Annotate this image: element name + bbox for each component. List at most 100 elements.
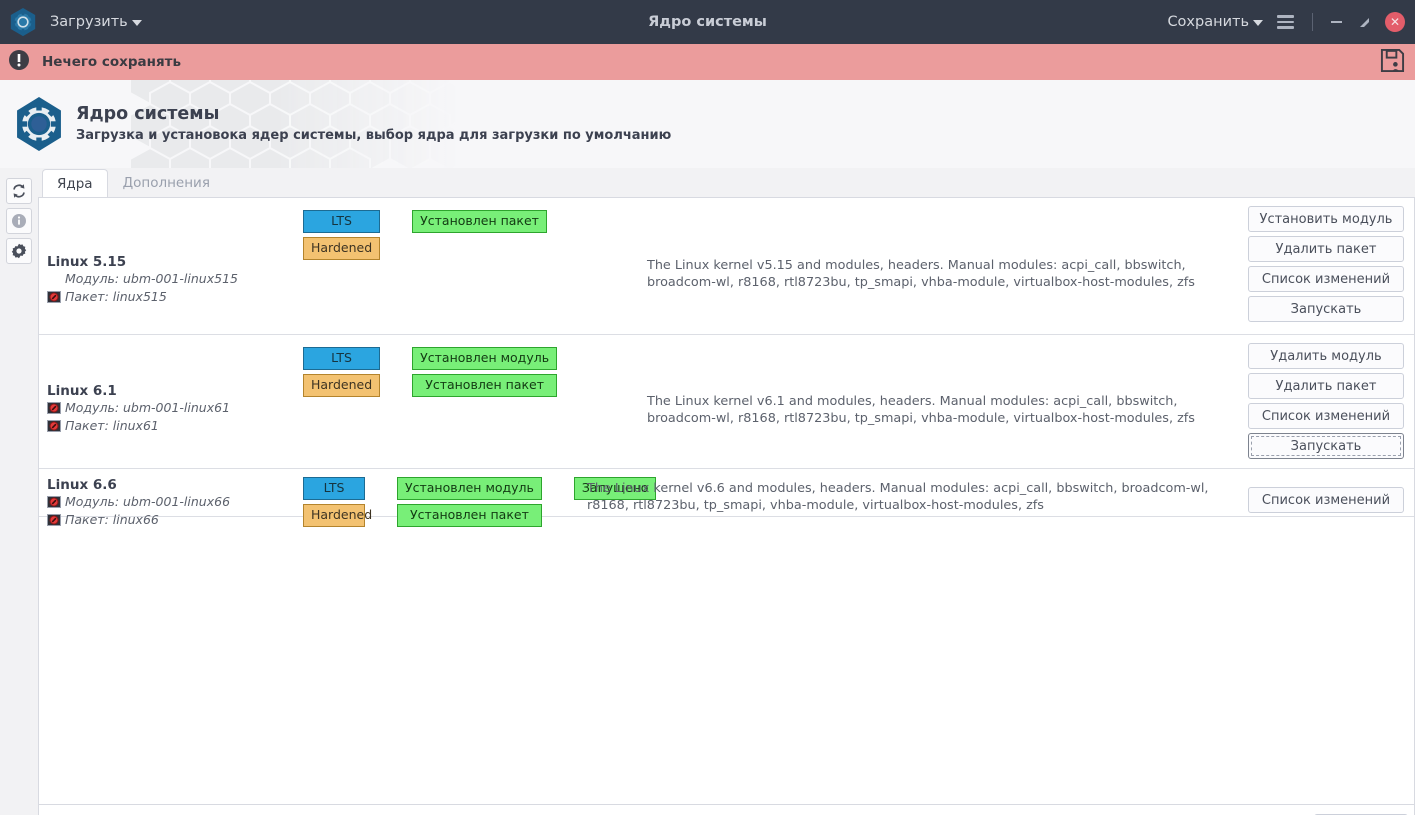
chevron-down-icon bbox=[1253, 20, 1263, 26]
kernel-package-label: Пакет: linux66 bbox=[65, 511, 159, 527]
load-menu-label: Загрузить bbox=[50, 14, 128, 30]
kernel-info: Linux 5.15 Модуль: ubm-001-linux515 bbox=[47, 206, 303, 306]
remove-module-button[interactable]: Удалить модуль bbox=[1248, 343, 1404, 369]
chevron-down-icon bbox=[131, 20, 142, 26]
page-title: Ядро системы bbox=[76, 104, 220, 125]
status-badge: Hardened bbox=[303, 503, 372, 527]
main-body: Ядра Дополнения Linux 5.15 Модуль: ubm-0… bbox=[0, 168, 1415, 815]
remove-package-button[interactable]: Удалить пакет bbox=[1248, 373, 1404, 399]
kernel-description: The Linux kernel v5.15 and modules, head… bbox=[647, 258, 1195, 290]
tab-extras[interactable]: Дополнения bbox=[108, 168, 225, 197]
kernel-actions: Установить модуль Удалить пакет Список и… bbox=[1248, 206, 1404, 322]
button-label: Запускать bbox=[1290, 438, 1362, 454]
kernel-name: Linux 6.1 bbox=[47, 383, 117, 399]
content-area: Ядра Дополнения Linux 5.15 Модуль: ubm-0… bbox=[38, 168, 1415, 815]
tab-kernels-label: Ядра bbox=[57, 175, 93, 192]
kernel-module-label: Модуль: ubm-001-linux66 bbox=[65, 494, 231, 509]
kernel-package-line: Пакет: linux515 bbox=[47, 288, 303, 306]
save-menu-button[interactable]: Сохранить bbox=[1163, 11, 1267, 33]
table-row[interactable]: Linux 5.15 Модуль: ubm-001-linux515 bbox=[39, 198, 1414, 335]
close-icon[interactable]: ✕ bbox=[1385, 12, 1405, 32]
status-badge: LTS bbox=[303, 210, 381, 233]
status-badge: LTS bbox=[303, 347, 381, 370]
kernel-badges: LTS Установлен модуль Hardened Установле… bbox=[303, 343, 647, 397]
load-menu-button[interactable]: Загрузить bbox=[46, 11, 146, 33]
kernel-package-label: Пакет: linux61 bbox=[65, 417, 159, 433]
page-subtitle: Загрузка и установока ядер системы, выбо… bbox=[76, 127, 672, 143]
button-label: Запускать bbox=[1290, 301, 1362, 317]
module-blocked-icon bbox=[47, 495, 61, 509]
remove-package-button[interactable]: Удалить пакет bbox=[1248, 236, 1404, 262]
kernel-actions: Удалить модуль Удалить пакет Список изме… bbox=[1248, 343, 1404, 459]
status-badge: Установлен модуль bbox=[412, 347, 558, 370]
tab-extras-label: Дополнения bbox=[122, 174, 210, 191]
changelog-button[interactable]: Список изменений bbox=[1248, 266, 1404, 292]
kernel-badges: LTS Установлен пакет Hardened bbox=[303, 206, 647, 260]
package-blocked-icon bbox=[47, 513, 61, 527]
save-floppy-icon[interactable] bbox=[1380, 48, 1405, 77]
divider bbox=[1312, 13, 1313, 31]
refresh-icon bbox=[13, 184, 25, 198]
kernel-badges: LTS Установлен модуль Запущено Hardened … bbox=[303, 477, 657, 527]
button-label: Установить модуль bbox=[1259, 211, 1393, 227]
kernel-list-panel: Linux 5.15 Модуль: ubm-001-linux515 bbox=[38, 197, 1415, 805]
kernel-description: The Linux kernel v6.1 and modules, heade… bbox=[647, 394, 1195, 426]
button-label: Удалить пакет bbox=[1275, 241, 1377, 257]
kernel-description: The Linux kernel v6.6 and modules, heade… bbox=[587, 481, 1209, 513]
kernel-module-line: Модуль: ubm-001-linux66 bbox=[47, 493, 303, 511]
info-bar-message: Нечего сохранять bbox=[42, 54, 182, 70]
table-row[interactable]: Linux 6.1 Модуль: ubm-001-linux61 bbox=[39, 335, 1414, 469]
refresh-button[interactable] bbox=[6, 178, 32, 204]
run-button[interactable]: Запускать bbox=[1248, 296, 1404, 322]
status-bar: Подробнее bbox=[38, 805, 1415, 815]
title-bar: Загрузить Ядро системы Сохранить ✕ bbox=[0, 0, 1415, 44]
changelog-button[interactable]: Список изменений bbox=[1248, 403, 1404, 429]
status-badge: Установлен пакет bbox=[397, 503, 542, 527]
gear-hex-icon bbox=[12, 94, 66, 154]
kernel-info: Linux 6.6 Модуль: ubm-001-linux66 bbox=[47, 477, 303, 529]
status-badge: Hardened bbox=[303, 236, 381, 260]
tab-kernels[interactable]: Ядра bbox=[42, 168, 108, 198]
kernel-package-label: Пакет: linux515 bbox=[65, 288, 167, 304]
info-icon bbox=[12, 214, 26, 228]
warning-exclamation-icon bbox=[8, 49, 30, 75]
kernel-module-line: Модуль: ubm-001-linux61 bbox=[47, 399, 303, 417]
gear-icon bbox=[11, 243, 27, 259]
save-menu-label: Сохранить bbox=[1167, 14, 1249, 30]
status-badge: Hardened bbox=[303, 373, 381, 397]
package-blocked-icon bbox=[47, 290, 61, 304]
settings-button[interactable] bbox=[6, 238, 32, 264]
kernel-module-line: Модуль: ubm-001-linux515 bbox=[47, 270, 303, 288]
button-label: Список изменений bbox=[1261, 271, 1391, 287]
status-badge: Установлен пакет bbox=[412, 373, 558, 397]
minimize-icon[interactable] bbox=[1323, 9, 1349, 35]
install-module-button[interactable]: Установить модуль bbox=[1248, 206, 1404, 232]
status-badge: Установлен модуль bbox=[397, 477, 542, 500]
button-label: Список изменений bbox=[1261, 408, 1391, 424]
gear-hex-icon bbox=[8, 7, 38, 37]
module-blocked-icon bbox=[47, 401, 61, 415]
info-bar: Нечего сохранять bbox=[0, 44, 1415, 80]
hamburger-menu-icon[interactable] bbox=[1269, 9, 1302, 35]
maximize-icon[interactable] bbox=[1351, 9, 1377, 35]
kernel-module-label: Модуль: ubm-001-linux61 bbox=[65, 400, 231, 415]
button-label: Список изменений bbox=[1261, 492, 1391, 508]
tab-bar: Ядра Дополнения bbox=[38, 168, 1415, 198]
module-icon-placeholder bbox=[47, 272, 61, 286]
run-button[interactable]: Запускать bbox=[1248, 433, 1404, 459]
kernel-module-label: Модуль: ubm-001-linux515 bbox=[65, 271, 238, 286]
table-row[interactable]: Linux 6.6 Модуль: ubm-001-linux66 bbox=[39, 469, 1414, 527]
kernel-name: Linux 6.6 bbox=[47, 477, 117, 493]
kernel-package-line: Пакет: linux61 bbox=[47, 417, 303, 435]
kernel-actions: Список изменений bbox=[1248, 477, 1404, 513]
status-badge: Установлен пакет bbox=[412, 210, 547, 233]
status-badge: LTS bbox=[303, 477, 365, 500]
left-toolbar bbox=[0, 178, 38, 264]
button-label: Удалить модуль bbox=[1270, 348, 1382, 364]
package-blocked-icon bbox=[47, 419, 61, 433]
info-button[interactable] bbox=[6, 208, 32, 234]
changelog-button[interactable]: Список изменений bbox=[1248, 487, 1404, 513]
page-banner: Ядро системы Загрузка и установока ядер … bbox=[0, 80, 1415, 168]
kernel-package-line: Пакет: linux66 bbox=[47, 511, 303, 529]
status-badge: Запущено bbox=[573, 477, 657, 500]
